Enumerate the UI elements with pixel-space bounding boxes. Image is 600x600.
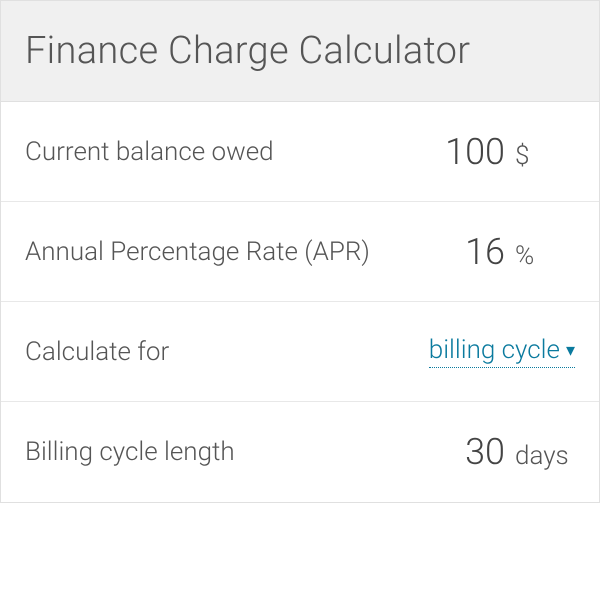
input-current-balance[interactable]: 100 [445, 131, 505, 173]
row-current-balance: Current balance owed 100 $ [1, 102, 599, 202]
unit-billing-cycle-length: days [515, 441, 575, 471]
chevron-down-icon: ▾ [566, 340, 575, 361]
dropdown-value: billing cycle [429, 335, 560, 365]
right-billing-cycle-length: 30 days [445, 431, 575, 473]
calculator-widget: Finance Charge Calculator Current balanc… [0, 0, 600, 503]
dropdown-calculate-for[interactable]: billing cycle ▾ [429, 335, 575, 368]
right-apr: 16 % [445, 231, 575, 273]
calculator-header: Finance Charge Calculator [1, 1, 599, 102]
input-billing-cycle-length[interactable]: 30 [445, 431, 505, 473]
input-apr[interactable]: 16 [445, 231, 505, 273]
label-apr: Annual Percentage Rate (APR) [25, 237, 445, 267]
right-calculate-for: billing cycle ▾ [429, 335, 575, 368]
row-apr: Annual Percentage Rate (APR) 16 % [1, 202, 599, 302]
unit-apr: % [515, 241, 575, 271]
calculator-title: Finance Charge Calculator [25, 29, 575, 73]
label-current-balance: Current balance owed [25, 137, 445, 167]
row-billing-cycle-length: Billing cycle length 30 days [1, 402, 599, 502]
label-calculate-for: Calculate for [25, 337, 429, 367]
row-calculate-for: Calculate for billing cycle ▾ [1, 302, 599, 402]
right-current-balance: 100 $ [445, 131, 575, 173]
unit-current-balance: $ [515, 141, 575, 171]
label-billing-cycle-length: Billing cycle length [25, 437, 445, 467]
